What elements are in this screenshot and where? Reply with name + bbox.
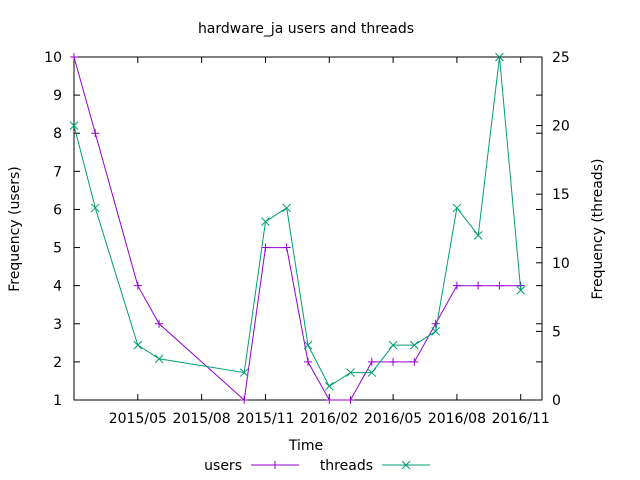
y-left-tick-label: 8 [53, 126, 62, 142]
data-point-users [304, 357, 312, 366]
data-point-users [367, 357, 376, 366]
data-point-users [240, 396, 249, 404]
y-right-axis-label: Frequency (threads) [590, 159, 606, 300]
data-point-users [282, 243, 291, 252]
y-right-tick-label: 0 [552, 393, 561, 409]
legend-label-users: users [204, 458, 242, 474]
x-ticks: 2015/05 2015/08 2015/11 2016/02 2016/05 2016/… [109, 57, 550, 427]
series-users [70, 53, 525, 404]
data-point-threads [367, 368, 377, 377]
data-point-threads [90, 203, 100, 213]
data-point-users [91, 129, 100, 138]
x-tick-label: 2015/11 [236, 411, 294, 427]
data-point-users [325, 396, 334, 404]
data-point-threads [303, 340, 313, 350]
legend-marker-threads [401, 460, 411, 470]
data-point-threads [261, 217, 270, 226]
series-threads [69, 52, 526, 391]
data-point-threads [495, 52, 504, 62]
chart-title: hardware_ja users and threads [198, 21, 414, 37]
data-point-threads [516, 285, 526, 295]
y-left-tick-label: 4 [53, 279, 62, 295]
x-tick-label: 2016/08 [428, 411, 486, 427]
y-right-tick-label: 15 [552, 187, 570, 203]
data-point-users [431, 319, 440, 328]
data-point-threads [69, 121, 79, 130]
y-left-tick-label: 10 [44, 50, 62, 66]
data-point-users [389, 357, 398, 366]
data-point-users [70, 53, 78, 61]
x-axis-label: Time [288, 438, 323, 454]
y-right-tick-label: 20 [552, 119, 570, 135]
y-left-ticks: 1 2 3 4 5 6 7 8 9 10 [44, 50, 542, 409]
y-right-tick-label: 10 [552, 256, 570, 272]
plot-frame [73, 56, 543, 401]
y-left-tick-label: 3 [53, 317, 62, 333]
data-point-users [495, 281, 504, 290]
data-point-threads [324, 381, 334, 391]
data-point-threads [431, 327, 440, 336]
data-point-users [410, 357, 419, 366]
y-right-tick-label: 25 [552, 50, 570, 66]
data-point-threads [154, 354, 164, 364]
x-tick-label: 2015/05 [109, 411, 167, 427]
data-point-threads [282, 203, 292, 213]
data-point-threads [388, 340, 398, 350]
legend-label-threads: threads [320, 458, 373, 474]
y-left-tick-label: 5 [53, 241, 62, 257]
x-tick-label: 2015/08 [173, 411, 231, 427]
y-right-tick-label: 5 [552, 324, 561, 340]
data-point-threads [473, 231, 483, 240]
data-point-users [452, 281, 461, 290]
data-point-users [261, 243, 270, 252]
data-point-threads [410, 340, 419, 350]
y-left-tick-label: 9 [53, 88, 62, 104]
y-right-ticks: 0 5 10 15 20 25 [536, 50, 570, 409]
y-left-tick-label: 7 [53, 164, 62, 180]
x-tick-label: 2016/02 [300, 411, 358, 427]
series-layer [69, 52, 526, 404]
data-point-threads [133, 340, 143, 350]
y-left-tick-label: 6 [53, 202, 62, 218]
data-point-threads [452, 203, 462, 213]
legend-marker-users [271, 461, 279, 469]
x-tick-label: 2016/11 [492, 411, 550, 427]
data-point-users [346, 396, 355, 404]
data-point-threads [346, 368, 355, 377]
x-tick-label: 2016/05 [364, 411, 422, 427]
data-point-users [474, 281, 483, 290]
y-left-tick-label: 1 [53, 393, 62, 409]
legend: users threads [204, 458, 430, 474]
series-line-threads [73, 56, 522, 388]
data-point-threads [239, 368, 249, 377]
y-left-tick-label: 2 [53, 355, 62, 371]
data-point-users [155, 319, 164, 328]
y-left-axis-label: Frequency (users) [7, 166, 23, 292]
data-point-users [133, 281, 142, 290]
